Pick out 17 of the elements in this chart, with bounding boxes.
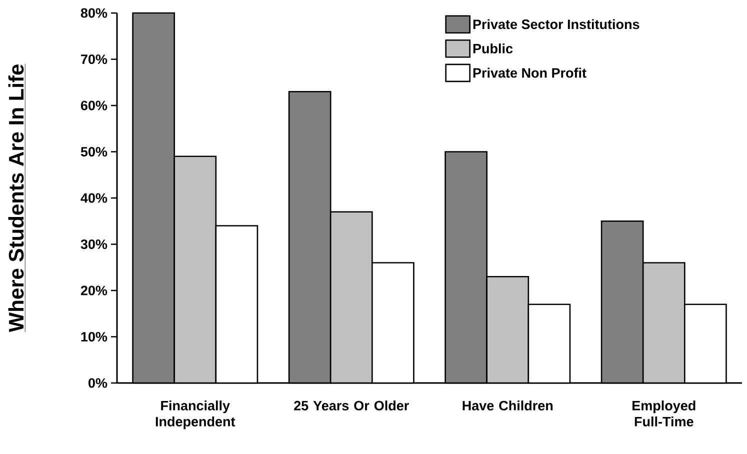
x-tick-label: Financially Independent <box>156 400 236 430</box>
y-axis-title: Where Students Are In Life <box>8 64 24 332</box>
x-tick-label: Employed Full-Time <box>632 400 696 426</box>
legend-label: Public <box>473 44 513 54</box>
y-tick-label: 80% <box>80 8 108 18</box>
x-tick-label: Have Children <box>462 400 553 410</box>
y-tick-label: 30% <box>80 239 108 250</box>
y-tick-label: 70% <box>81 54 108 64</box>
legend-label: Private Non Profit <box>473 68 586 78</box>
x-tick-label: 25 Years Or Older <box>294 400 409 410</box>
y-tick-label: 0% <box>88 378 108 388</box>
y-tick-label: 60% <box>80 100 108 110</box>
y-tick-label: 50% <box>80 146 108 157</box>
y-tick-label: 40% <box>80 193 108 203</box>
legend-label: Private Sector Institutions <box>473 19 640 30</box>
y-tick-label: 10% <box>81 332 108 342</box>
y-tick-label: 20% <box>80 286 108 296</box>
